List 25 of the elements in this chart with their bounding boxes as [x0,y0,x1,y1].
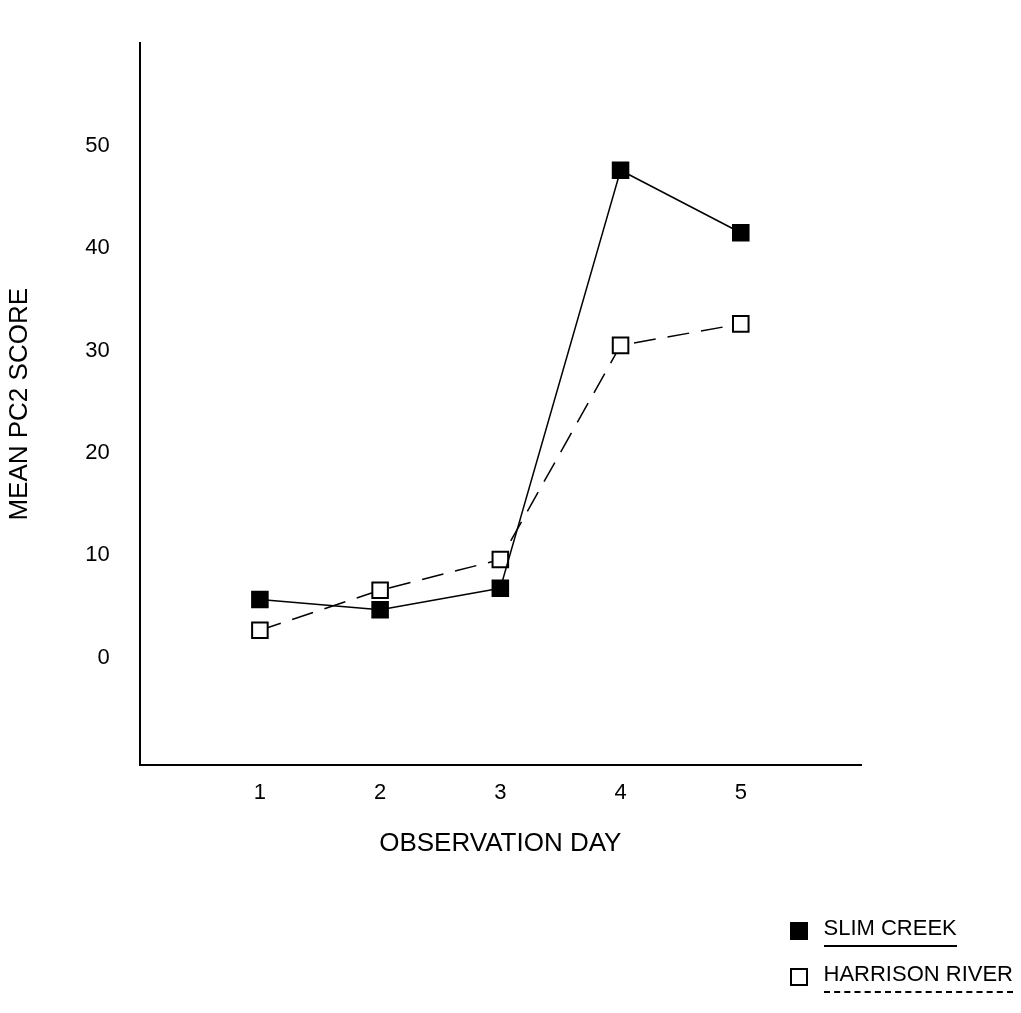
point [491,550,510,569]
y-tick-label: 0 [97,643,110,669]
x-tick-label: 5 [734,778,747,804]
point [491,579,510,597]
point [732,223,750,242]
y-tick-label: 40 [85,234,110,260]
y-tick-label: 30 [85,336,110,362]
point [251,621,269,639]
point [371,581,389,600]
y-tick-label: 50 [85,131,110,157]
y-tick-label: 10 [85,541,110,567]
point [611,336,630,355]
x-tick-label: 3 [494,778,507,804]
point [732,315,750,333]
x-tick-label: 1 [253,778,267,804]
point [611,161,630,179]
legend-label: HARRISON RIVER [823,961,1013,993]
x-tick-label: 4 [614,778,627,804]
y-tick-label: 20 [85,439,110,465]
x-tick-label: 2 [373,778,387,804]
point [251,590,269,609]
x-axis-title: OBSERVATION DAY [379,826,622,857]
y-axis-title: MEAN PC2 SCORE [2,288,33,521]
point [371,600,389,619]
legend-label: SLIM CREEK [823,915,957,947]
